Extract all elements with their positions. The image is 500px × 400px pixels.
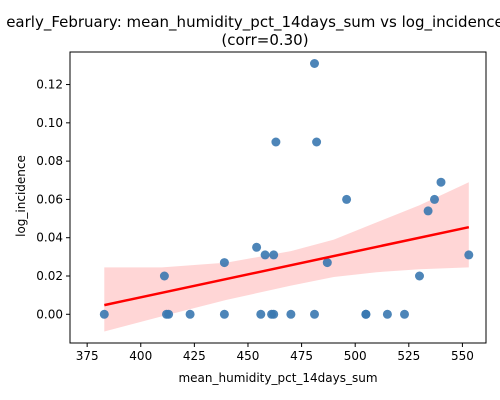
data-point [159, 271, 169, 281]
x-axis-label: mean_humidity_pct_14days_sum [178, 371, 377, 385]
x-tick-label: 550 [451, 349, 474, 363]
data-point [99, 309, 109, 319]
data-point [430, 194, 439, 204]
x-tick-label: 500 [344, 349, 367, 363]
data-point [269, 250, 279, 260]
data-point [219, 258, 229, 268]
data-point [382, 309, 392, 319]
data-point [342, 194, 352, 204]
y-tick-label: 0.02 [36, 269, 63, 283]
data-point [185, 309, 195, 319]
y-axis-label: log_incidence [14, 155, 28, 237]
data-point [219, 309, 229, 319]
data-point [269, 309, 279, 319]
data-point [310, 309, 319, 319]
data-point [312, 137, 322, 147]
data-point [322, 258, 332, 268]
data-point [256, 309, 266, 319]
confidence-band [104, 182, 469, 332]
y-tick-label: 0.08 [36, 154, 63, 168]
data-point [164, 309, 174, 319]
x-tick-label: 400 [129, 349, 152, 363]
data-point [252, 242, 262, 252]
y-tick-label: 0.00 [36, 307, 63, 321]
data-point [310, 59, 319, 68]
x-tick-label: 375 [76, 349, 99, 363]
data-point [415, 271, 424, 281]
data-point [423, 206, 433, 216]
y-tick-label: 0.12 [36, 78, 63, 92]
y-axis-ticks: 0.00 0.02 0.04 0.06 0.08 0.10 0.12 [36, 78, 70, 321]
plot-area [99, 59, 474, 332]
data-point [286, 309, 296, 319]
data-point [400, 309, 409, 319]
data-point [271, 137, 281, 147]
y-tick-label: 0.10 [36, 116, 63, 130]
x-axis-ticks: 375 400 425 450 475 500 525 550 [76, 343, 474, 363]
data-point [361, 309, 371, 319]
y-tick-label: 0.04 [36, 231, 63, 245]
x-tick-label: 475 [290, 349, 313, 363]
x-tick-label: 525 [397, 349, 420, 363]
regression-line [104, 225, 470, 307]
plot-frame [69, 51, 487, 344]
data-point [464, 250, 474, 260]
x-tick-label: 425 [183, 349, 206, 363]
chart-title-line1: early_February: mean_humidity_pct_14days… [6, 13, 500, 32]
data-point [436, 177, 446, 187]
x-tick-label: 450 [237, 349, 260, 363]
y-tick-label: 0.06 [36, 192, 63, 206]
chart-title-line2: (corr=0.30) [221, 31, 308, 49]
data-point [260, 250, 270, 260]
